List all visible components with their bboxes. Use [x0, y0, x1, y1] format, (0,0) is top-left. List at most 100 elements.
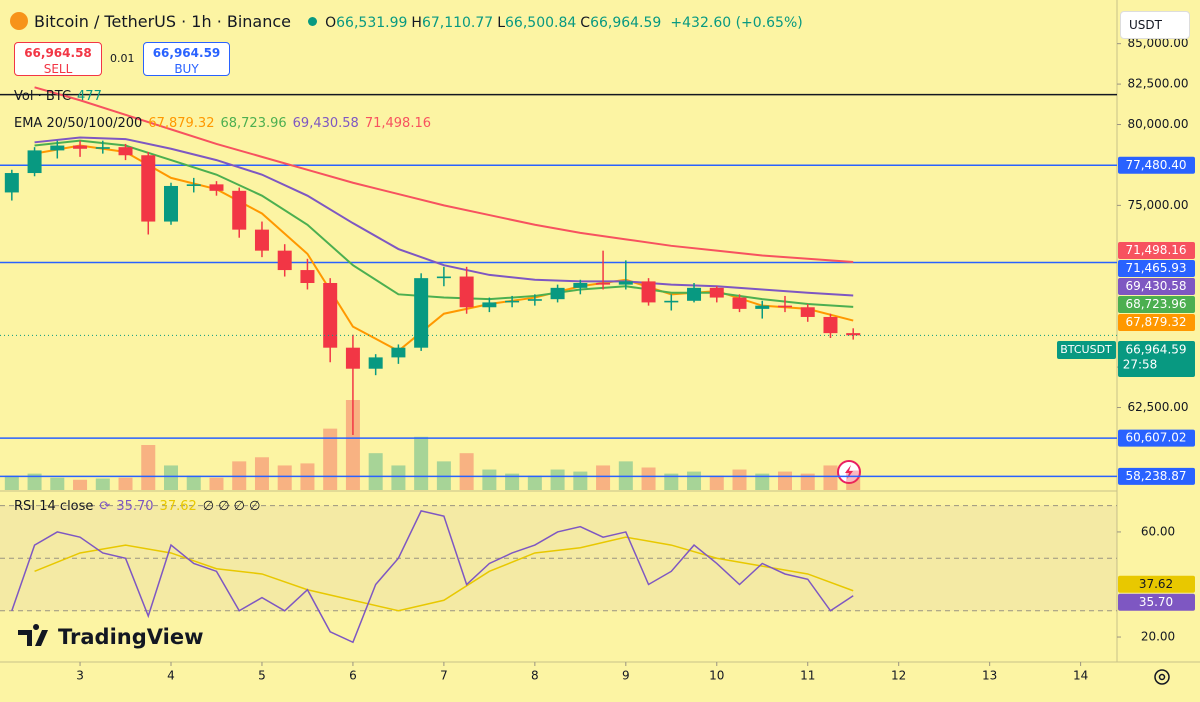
candle-body	[687, 287, 702, 301]
ohlc-key: L	[497, 15, 506, 31]
volume-bar	[391, 465, 406, 490]
volume-bar	[596, 465, 611, 490]
currency-dropdown[interactable]: USDT	[1120, 11, 1190, 39]
volume-bar	[277, 465, 292, 490]
candle-body	[118, 147, 133, 156]
axis-label-bg	[1118, 296, 1195, 314]
axis-label-bg	[1118, 156, 1195, 174]
candle-body	[164, 185, 179, 222]
candle-body	[618, 281, 633, 285]
candle-body	[732, 297, 747, 309]
candle-body	[414, 278, 429, 348]
logo-text: TradingView	[58, 625, 203, 649]
ema-value: 71,498.16	[364, 116, 431, 131]
y-tick-label: 75,000.00	[1127, 198, 1188, 212]
candle-body	[482, 302, 497, 308]
rsi-line	[11, 510, 854, 644]
candle-body	[300, 270, 315, 284]
axis-label: 68,723.96	[1125, 297, 1186, 311]
ema-name: EMA 20/50/100/200	[14, 116, 143, 131]
last-price-tag-bg	[1057, 341, 1116, 360]
volume-bar	[800, 473, 815, 490]
x-tick-label: 5	[258, 669, 266, 683]
candle-body	[436, 276, 451, 279]
sell-button[interactable]: 66,964.58 SELL	[14, 42, 102, 76]
volume-bar	[664, 473, 679, 490]
buy-price: 66,964.59	[152, 46, 221, 60]
axis-label: 77,480.40	[1125, 158, 1186, 172]
rsi-line	[34, 536, 854, 612]
volume-bar	[550, 469, 565, 490]
x-tick-label: 14	[1073, 669, 1088, 683]
candle-body	[391, 347, 406, 358]
candle-body	[323, 283, 338, 348]
volume-bar	[732, 469, 747, 490]
ohlc-key: C	[580, 15, 591, 31]
y-tick-label: 20.00	[1141, 630, 1175, 644]
volume-bar	[118, 477, 133, 490]
candle-body	[209, 184, 224, 191]
axis-label-bg	[1118, 429, 1195, 447]
ohlc-value: 66,500.84	[505, 15, 577, 31]
candle-body	[777, 305, 792, 308]
change: +432.60 (+0.65%)	[670, 15, 803, 31]
ohlc-value: 67,110.77	[421, 15, 494, 31]
volume-bar	[777, 471, 792, 490]
last-price-box	[1118, 341, 1195, 378]
candle-body	[755, 305, 770, 309]
candle-body	[573, 283, 588, 288]
candle-body	[800, 307, 815, 317]
candle-body	[50, 145, 65, 151]
status-dot	[308, 17, 318, 26]
quantity: 0.01	[110, 52, 135, 65]
buy-button[interactable]: 66,964.59 BUY	[143, 42, 230, 76]
volume-bar	[4, 475, 19, 490]
volume-bar	[755, 473, 770, 490]
x-tick-label: 13	[982, 669, 997, 683]
sell-label: SELL	[43, 62, 73, 76]
volume-bar	[573, 471, 588, 490]
volume-bar	[254, 457, 269, 490]
rsi-legend: RSI 14 close ⟳ 35.70 37.62 ∅ ∅ ∅ ∅	[14, 499, 266, 514]
last-price-tag: BTCUSDT	[1060, 343, 1112, 356]
ema-line	[34, 86, 854, 264]
candle-body	[664, 300, 679, 303]
ohlc-key: H	[411, 15, 422, 31]
rsi-value: 35.70	[116, 499, 154, 514]
ema-value: 67,879.32	[148, 116, 215, 131]
axis-label: 67,879.32	[1125, 315, 1186, 329]
volume-bar	[323, 428, 338, 490]
settings-icon[interactable]	[1154, 669, 1170, 685]
candle-body	[141, 155, 156, 222]
rsi-extra: ∅ ∅ ∅ ∅	[202, 499, 261, 514]
volume-bar	[505, 473, 520, 490]
volume-legend: Vol · BTC 477	[14, 89, 108, 104]
axis-label-bg	[1118, 278, 1195, 296]
candle-body	[186, 184, 201, 186]
y-tick-label: 60.00	[1141, 524, 1175, 538]
axis-label: 71,498.16	[1125, 243, 1186, 257]
axis-label-bg	[1118, 314, 1195, 332]
volume-bar	[482, 469, 497, 490]
rsi-value: 37.62	[159, 499, 197, 514]
volume-bar	[73, 479, 88, 490]
y-tick-label: 85,000.00	[1127, 36, 1188, 50]
volume-bar	[232, 461, 247, 490]
candle-body	[846, 333, 861, 336]
x-tick-label: 11	[800, 669, 815, 683]
volume-bar	[709, 475, 724, 490]
candle-body	[596, 283, 611, 285]
axis-label: 69,430.58	[1125, 279, 1186, 293]
axis-label-bg	[1118, 467, 1195, 485]
candle-body	[345, 347, 360, 369]
candle-body	[27, 150, 42, 174]
lightning-icon[interactable]	[837, 460, 861, 484]
volume-bar	[209, 477, 224, 490]
x-tick-label: 8	[531, 669, 539, 683]
volume-bar	[846, 470, 861, 490]
x-tick-label: 12	[891, 669, 906, 683]
ema-legend: EMA 20/50/100/200 67,879.32 68,723.96 69,43…	[14, 116, 437, 131]
